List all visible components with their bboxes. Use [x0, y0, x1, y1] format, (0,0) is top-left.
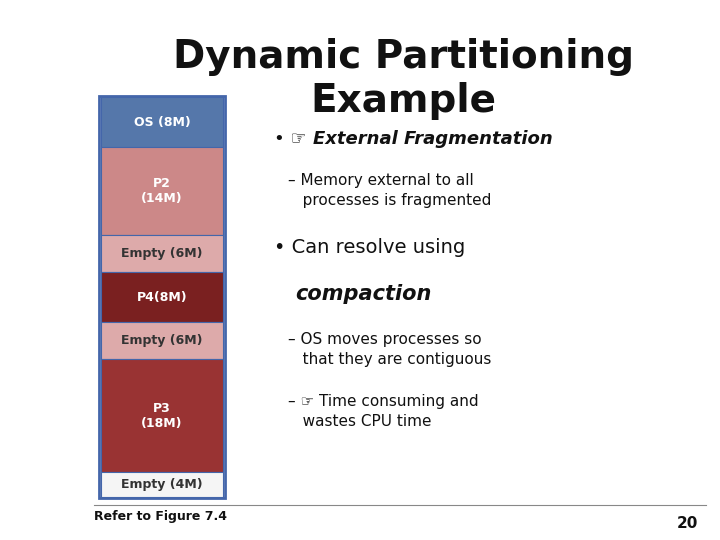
- Text: Empty (6M): Empty (6M): [121, 247, 203, 260]
- Text: P4(8M): P4(8M): [137, 291, 187, 303]
- Text: P3
(18M): P3 (18M): [141, 402, 183, 430]
- Text: – Memory external to all
   processes is fragmented: – Memory external to all processes is fr…: [288, 173, 491, 207]
- Bar: [101, 472, 223, 497]
- Bar: [99, 96, 225, 498]
- Text: Empty (4M): Empty (4M): [121, 478, 203, 491]
- Bar: [101, 234, 223, 272]
- Text: Refer to Figure 7.4: Refer to Figure 7.4: [94, 510, 227, 523]
- Text: compaction: compaction: [295, 284, 431, 303]
- Bar: [101, 360, 223, 472]
- Text: 20: 20: [677, 516, 698, 531]
- Text: • ☞: • ☞: [274, 130, 306, 147]
- Text: External Fragmentation: External Fragmentation: [313, 130, 553, 147]
- Text: • Can resolve using: • Can resolve using: [274, 238, 465, 256]
- Text: – OS moves processes so
   that they are contiguous: – OS moves processes so that they are co…: [288, 332, 491, 367]
- Bar: [101, 322, 223, 360]
- Text: OS (8M): OS (8M): [134, 116, 190, 129]
- Text: P2
(14M): P2 (14M): [141, 177, 183, 205]
- Bar: [101, 147, 223, 234]
- Bar: [101, 272, 223, 322]
- Text: – ☞ Time consuming and
   wastes CPU time: – ☞ Time consuming and wastes CPU time: [288, 394, 479, 429]
- Text: Empty (6M): Empty (6M): [121, 334, 203, 347]
- Bar: [101, 97, 223, 147]
- Text: Dynamic Partitioning
Example: Dynamic Partitioning Example: [173, 38, 634, 120]
